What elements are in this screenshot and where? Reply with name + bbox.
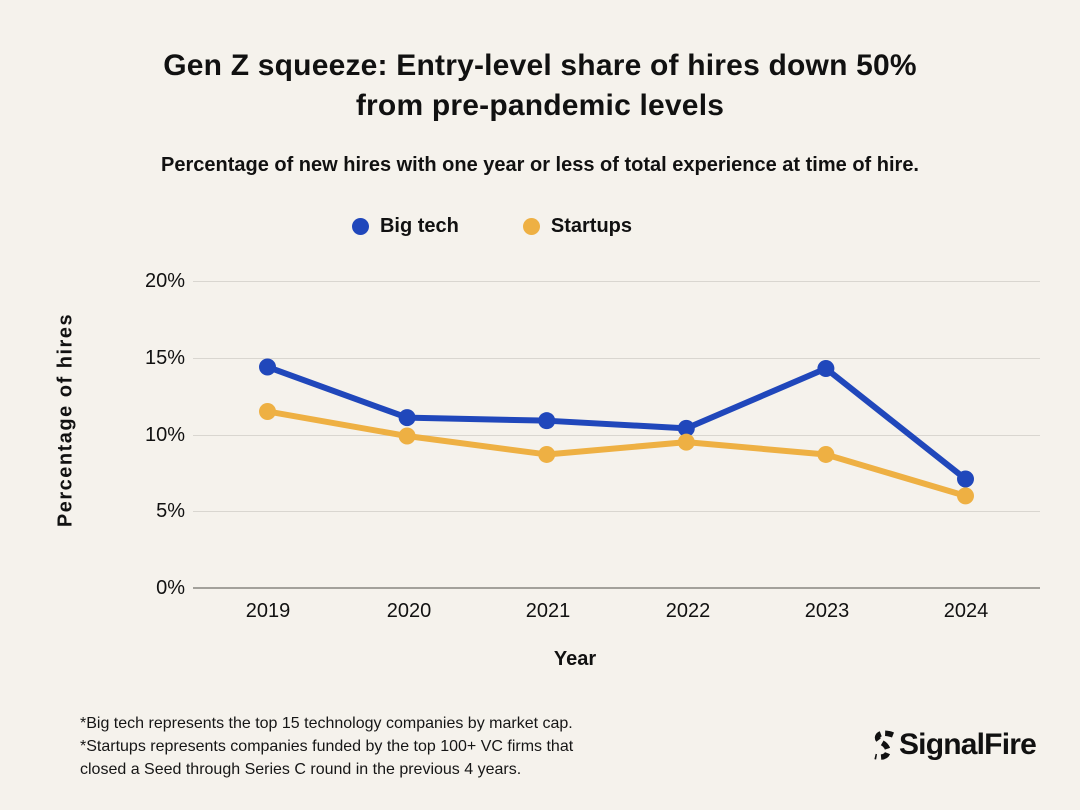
chart-title: Gen Z squeeze: Entry-level share of hire…	[0, 46, 1080, 126]
gridline-5pct	[193, 511, 1040, 513]
chart-title-line-2: from pre-pandemic levels	[355, 89, 725, 122]
data-point-startups-2019	[259, 402, 276, 420]
gridline-20pct	[193, 281, 1040, 282]
y-tick-15: 15%	[144, 347, 185, 369]
line-series-svg	[259, 358, 974, 505]
data-point-startups-2024	[957, 487, 974, 505]
x-axis-title: Year	[553, 648, 597, 670]
legend: Big tech Startups	[0, 215, 984, 238]
data-point-big-tech-2023	[817, 359, 835, 377]
y-axis-title: Percentage of hires	[54, 312, 77, 528]
legend-item-big-tech: Big tech	[351, 215, 459, 238]
chart-subtitle: Percentage of new hires with one year or…	[160, 154, 919, 176]
x-axis-line	[193, 587, 1040, 589]
y-tick-5: 5%	[156, 500, 185, 522]
data-point-startups-2020	[398, 427, 416, 445]
data-point-startups-2023	[817, 445, 835, 463]
signalfire-logo: SignalFire	[868, 726, 1037, 764]
x-tick-2020: 2020	[386, 600, 432, 622]
x-tick-2023: 2023	[804, 600, 850, 622]
data-point-big-tech-2020	[398, 409, 416, 427]
series-line-startups	[264, 408, 969, 499]
data-point-startups-2022	[677, 433, 695, 451]
footnote-line-1: *Big tech represents the top 15 technolo…	[80, 715, 573, 732]
y-tick-10: 10%	[144, 424, 185, 446]
gridline-10pct	[193, 434, 1040, 436]
legend-dot-startups-icon	[522, 218, 540, 235]
y-tick-20: 20%	[144, 270, 185, 292]
legend-item-startups: Startups	[522, 215, 633, 238]
x-tick-2022: 2022	[665, 600, 711, 622]
chart-title-line-1: Gen Z squeeze: Entry-level share of hire…	[163, 49, 917, 82]
x-tick-2021: 2021	[525, 600, 571, 622]
gridline-15pct	[193, 357, 1040, 359]
plot-area	[193, 281, 1040, 589]
signalfire-wordmark: SignalFire	[898, 728, 1037, 761]
data-point-big-tech-2021	[538, 412, 556, 430]
footnote-line-2: *Startups represents companies funded by…	[80, 738, 574, 755]
legend-label-startups: Startups	[550, 215, 633, 237]
data-point-big-tech-2019	[259, 358, 276, 376]
signal-wave-icon	[874, 730, 894, 760]
x-tick-2024: 2024	[943, 600, 989, 622]
x-tick-2019: 2019	[245, 600, 291, 622]
y-tick-0: 0%	[156, 577, 185, 599]
footnote: *Big tech represents the top 15 technolo…	[80, 712, 573, 781]
data-point-startups-2021	[538, 445, 556, 463]
footnote-line-3: closed a Seed through Series C round in …	[80, 761, 522, 778]
legend-dot-big-tech-icon	[351, 218, 369, 235]
series-line-big-tech	[264, 363, 969, 483]
data-point-big-tech-2022	[677, 419, 695, 437]
data-point-big-tech-2024	[957, 470, 974, 488]
legend-label-big-tech: Big tech	[379, 215, 459, 237]
